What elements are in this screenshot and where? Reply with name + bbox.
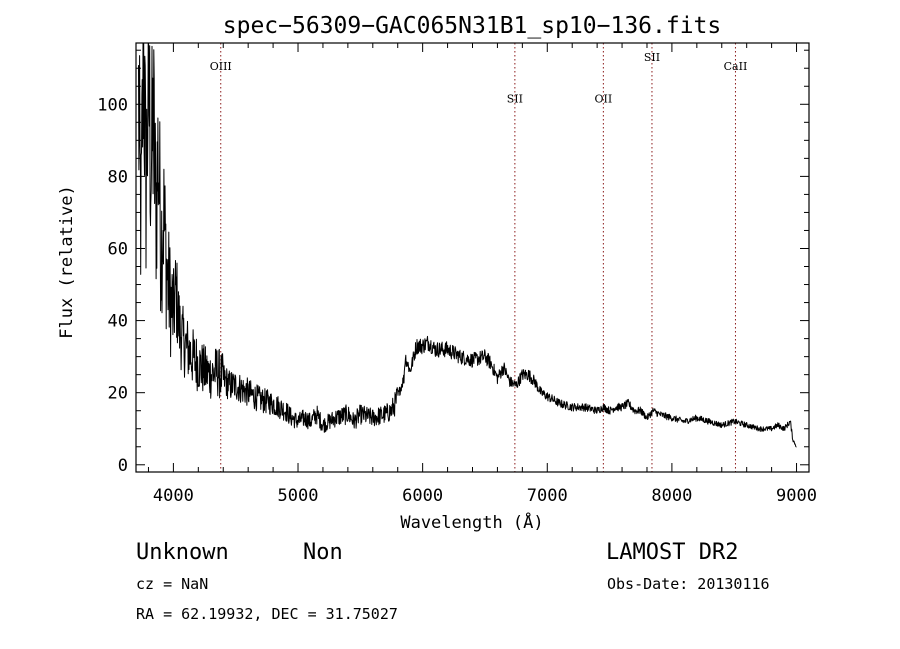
survey-name: LAMOST DR2 [606,540,738,565]
y-tick-label: 100 [97,95,128,115]
y-tick-label: 80 [108,167,128,187]
x-tick-label: 6000 [402,486,443,506]
y-axis-label: Flux (relative) [57,185,77,339]
x-tick-label: 8000 [651,486,692,506]
obs-date: Obs-Date: 20130116 [607,575,770,593]
plot-area: OIII SII OII SII CaII 4000 5000 6000 7000 8000 900… [97,42,817,506]
x-tick-label: 5000 [278,486,319,506]
x-axis-label: Wavelength (Å) [400,511,543,533]
y-tick-label: 40 [108,312,128,332]
spectral-line-label: SII [507,92,523,105]
ra-dec-coordinates: RA = 62.19932, DEC = 31.75027 [136,605,398,623]
x-tick-label: 4000 [153,486,194,506]
object-subclass: Non [303,540,343,565]
y-tick-label: 20 [108,384,128,404]
plot-frame [135,42,810,473]
spectral-line-label: SII [644,51,660,64]
spectral-line-label: OII [595,92,613,105]
y-tick-label: 0 [118,456,128,476]
redshift-cz: cz = NaN [136,575,208,593]
object-class: Unknown [136,540,229,565]
chart-title: spec−56309−GAC065N31B1_sp10−136.fits [223,13,722,39]
x-tick-label: 9000 [776,486,817,506]
spectral-line-label: CaII [724,60,748,73]
y-tick-label: 60 [108,239,128,259]
spectral-line-label: OIII [210,60,232,73]
spectrum-line [138,42,797,448]
x-tick-label: 7000 [527,486,568,506]
